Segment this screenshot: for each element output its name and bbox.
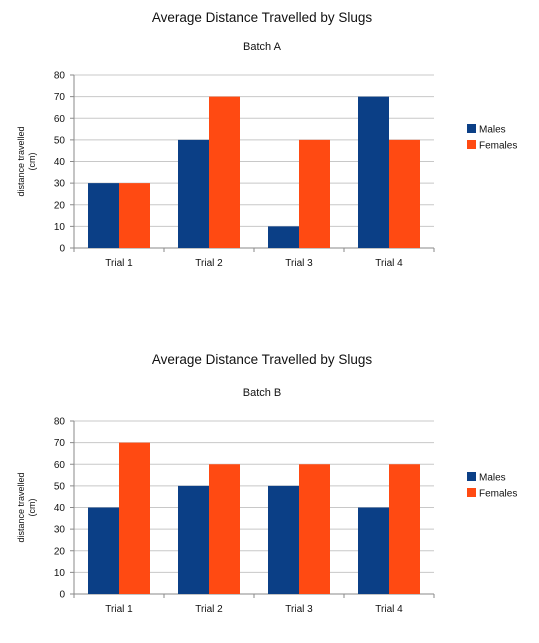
y-tick-label: 80 [54, 417, 66, 428]
legend-label-males: Males [479, 473, 506, 484]
legend-swatch-males [467, 472, 476, 481]
bar-females-trial-4 [389, 464, 420, 594]
y-axis-label: distance travelled(cm) [16, 126, 37, 196]
y-tick-label: 30 [54, 179, 66, 190]
legend-swatch-females [467, 488, 476, 497]
bar-females-trial-2 [209, 96, 240, 248]
y-tick-label: 40 [54, 503, 66, 514]
bar-males-trial-4 [358, 507, 389, 594]
y-axis-label: distance travelled(cm) [16, 472, 37, 542]
y-tick-label: 20 [54, 200, 66, 211]
chart-subtitle: Batch B [243, 387, 282, 399]
x-tick-label: Trial 4 [375, 604, 403, 615]
bar-males-trial-2 [178, 139, 209, 248]
y-tick-label: 60 [54, 114, 66, 125]
bar-males-trial-3 [268, 485, 299, 594]
chart-title: Average Distance Travelled by Slugs [152, 352, 373, 367]
x-tick-label: Trial 3 [285, 258, 313, 269]
y-tick-label: 40 [54, 157, 66, 168]
bar-males-trial-3 [268, 226, 299, 248]
y-tick-label: 10 [54, 568, 66, 579]
y-tick-label: 0 [59, 244, 65, 255]
x-tick-label: Trial 3 [285, 604, 313, 615]
y-tick-label: 0 [59, 590, 65, 601]
y-tick-label: 60 [54, 460, 66, 471]
bar-females-trial-4 [389, 139, 420, 248]
y-tick-label: 20 [54, 546, 66, 557]
x-tick-label: Trial 2 [195, 258, 223, 269]
y-tick-label: 70 [54, 438, 66, 449]
y-tick-label: 80 [54, 71, 66, 82]
chart-batch-a: Average Distance Travelled by Slugs Batch… [16, 10, 517, 269]
y-tick-label: 50 [54, 481, 66, 492]
bar-males-trial-1 [88, 507, 119, 594]
legend-swatch-males [467, 124, 476, 133]
bar-males-trial-4 [358, 96, 389, 248]
x-tick-label: Trial 4 [375, 258, 403, 269]
x-tick-label: Trial 1 [105, 258, 133, 269]
y-tick-label: 70 [54, 92, 66, 103]
legend-label-females: Females [479, 141, 517, 152]
bar-females-trial-1 [119, 442, 150, 594]
bar-females-trial-1 [119, 183, 150, 248]
x-tick-label: Trial 2 [195, 604, 223, 615]
y-tick-label: 30 [54, 525, 66, 536]
bar-males-trial-2 [178, 485, 209, 594]
legend-label-females: Females [479, 489, 517, 500]
y-tick-label: 10 [54, 222, 66, 233]
x-tick-label: Trial 1 [105, 604, 133, 615]
legend-label-males: Males [479, 125, 506, 136]
chart-batch-b: Average Distance Travelled by Slugs Batch… [16, 352, 517, 615]
legend-swatch-females [467, 140, 476, 149]
bar-females-trial-2 [209, 464, 240, 594]
chart-subtitle: Batch A [243, 41, 282, 53]
bar-females-trial-3 [299, 464, 330, 594]
y-tick-label: 50 [54, 135, 66, 146]
bar-males-trial-1 [88, 183, 119, 248]
chart-title: Average Distance Travelled by Slugs [152, 10, 373, 25]
bar-females-trial-3 [299, 139, 330, 248]
